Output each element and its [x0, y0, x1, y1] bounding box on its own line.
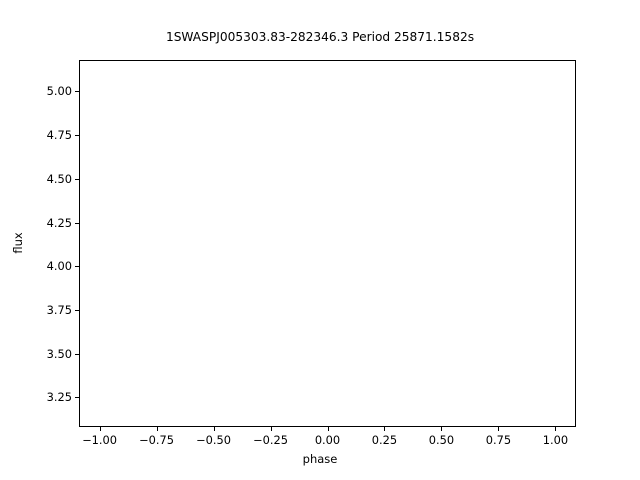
x-tick-mark: [327, 427, 329, 431]
x-tick-label: 1.00: [542, 433, 569, 447]
x-tick-mark: [99, 427, 101, 431]
x-tick-mark: [498, 427, 500, 431]
axes-frame: [79, 60, 576, 427]
x-tick-mark: [441, 427, 443, 431]
y-tick-mark: [75, 91, 79, 93]
x-tick-label: 0.75: [485, 433, 512, 447]
y-tick-mark: [75, 353, 79, 355]
y-tick-label: 4.75: [46, 128, 72, 143]
y-tick-label: 5.00: [46, 84, 72, 99]
x-tick-label: −0.75: [139, 433, 174, 447]
y-tick-mark: [75, 309, 79, 311]
y-tick-label: 4.00: [46, 259, 72, 274]
x-tick-label: 0.25: [371, 433, 398, 447]
y-tick-mark: [75, 135, 79, 137]
y-tick-mark: [75, 222, 79, 224]
y-tick-label: 4.50: [46, 171, 72, 186]
chart-title: 1SWASPJ005303.83-282346.3 Period 25871.1…: [165, 30, 475, 44]
y-tick-label: 3.25: [46, 390, 72, 405]
y-axis-label: flux: [11, 232, 25, 254]
x-axis-label: phase: [302, 452, 338, 466]
x-tick-mark: [156, 427, 158, 431]
y-tick-label: 3.50: [46, 346, 72, 361]
y-tick-label: 3.75: [46, 302, 72, 317]
x-tick-label: 0.00: [314, 433, 341, 447]
x-tick-mark: [270, 427, 272, 431]
x-tick-mark: [384, 427, 386, 431]
x-tick-label: −0.50: [196, 433, 231, 447]
x-tick-label: −1.00: [82, 433, 117, 447]
y-tick-mark: [75, 178, 79, 180]
x-tick-mark: [213, 427, 215, 431]
x-tick-mark: [555, 427, 557, 431]
y-tick-label: 4.25: [46, 215, 72, 230]
y-tick-mark: [75, 266, 79, 268]
x-tick-label: 0.50: [428, 433, 455, 447]
y-tick-mark: [75, 397, 79, 399]
x-tick-label: −0.25: [253, 433, 288, 447]
